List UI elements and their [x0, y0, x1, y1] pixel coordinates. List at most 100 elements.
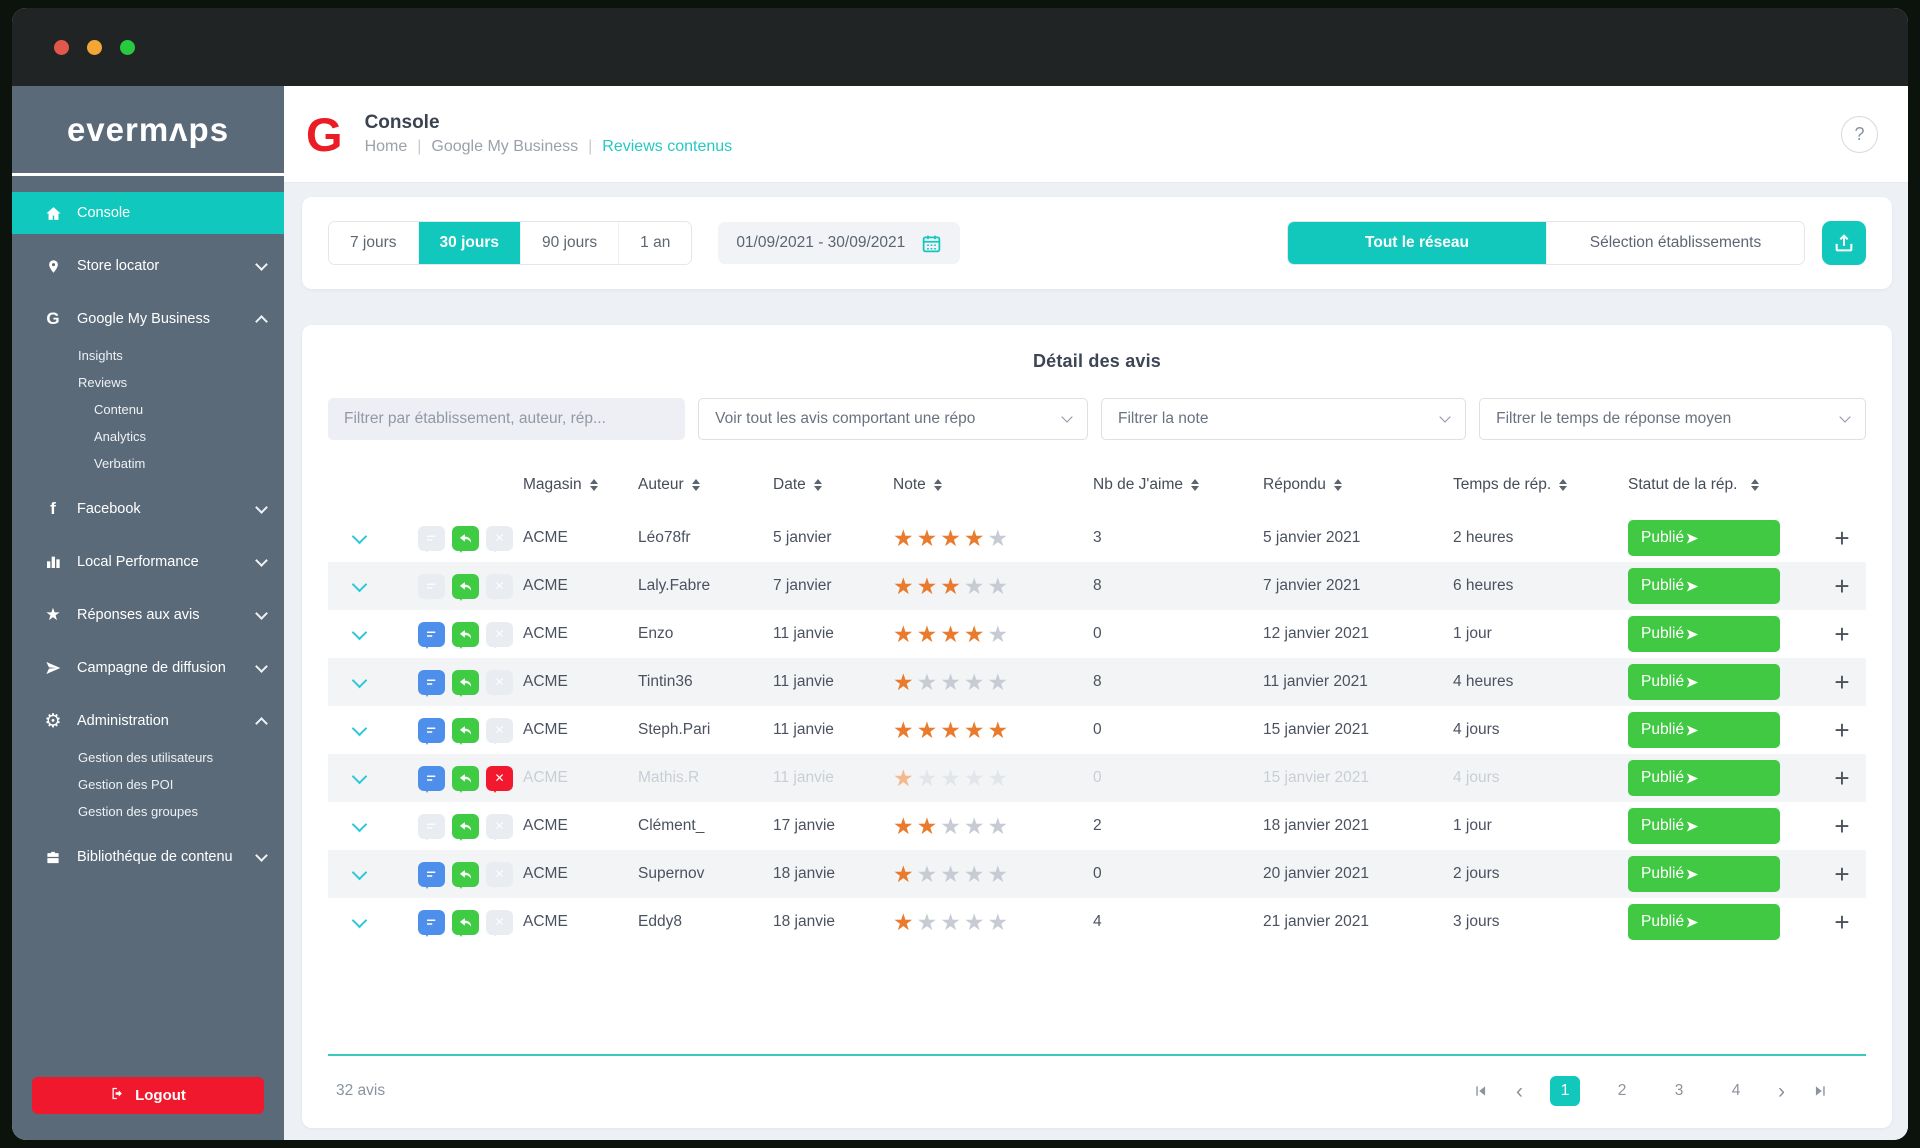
- window-maximize-button[interactable]: [120, 39, 135, 55]
- sidebar-item-campagne-de-diffusion[interactable]: Campagne de diffusion: [12, 647, 284, 689]
- sidebar-item-bibliotheque-de-contenu[interactable]: Bibliothéque de contenu: [12, 836, 284, 878]
- add-response-button[interactable]: +: [1834, 810, 1850, 841]
- reject-icon[interactable]: ✕: [486, 621, 513, 649]
- page-2-button[interactable]: 2: [1607, 1076, 1637, 1106]
- next-page-button[interactable]: ›: [1778, 1079, 1785, 1103]
- published-status-button[interactable]: Publié: [1628, 520, 1780, 556]
- reply-icon[interactable]: [452, 861, 479, 889]
- comment-icon[interactable]: [418, 813, 445, 841]
- published-status-button[interactable]: Publié: [1628, 616, 1780, 652]
- comment-icon[interactable]: [418, 621, 445, 649]
- expand-row-chevron-icon[interactable]: [351, 624, 368, 641]
- sidebar-item-analytics[interactable]: Analytics: [94, 429, 147, 444]
- column-header-magasin[interactable]: Magasin: [523, 476, 638, 494]
- add-response-button[interactable]: +: [1834, 618, 1850, 649]
- breadcrumb-reviews-contenus[interactable]: Reviews contenus: [602, 138, 733, 155]
- sidebar-item-contenu[interactable]: Contenu: [94, 402, 144, 417]
- search-input[interactable]: Filtrer par établissement, auteur, rép..…: [328, 398, 686, 440]
- sidebar-item-reponses-aux-avis[interactable]: ★ Réponses aux avis: [12, 594, 284, 636]
- add-response-button[interactable]: +: [1834, 762, 1850, 793]
- page-3-button[interactable]: 3: [1664, 1076, 1694, 1106]
- sidebar-item-google-my-business[interactable]: G Google My Business: [12, 298, 284, 340]
- reject-icon[interactable]: ✕: [486, 861, 513, 889]
- reply-icon[interactable]: [452, 669, 479, 697]
- breadcrumb-google-my-business[interactable]: Google My Business: [431, 138, 579, 155]
- selection-etablissements-button[interactable]: Sélection établissements: [1546, 222, 1804, 264]
- sidebar-item-gestion-des-poi[interactable]: Gestion des POI: [78, 777, 174, 792]
- reply-icon[interactable]: [452, 525, 479, 553]
- period-1-an-button[interactable]: 1 an: [618, 222, 692, 264]
- expand-row-chevron-icon[interactable]: [351, 576, 368, 593]
- sidebar-item-gestion-des-groupes[interactable]: Gestion des groupes: [78, 804, 198, 819]
- export-button[interactable]: [1822, 221, 1866, 265]
- reply-icon[interactable]: [452, 717, 479, 745]
- reply-icon[interactable]: [452, 909, 479, 937]
- period-7-jours-button[interactable]: 7 jours: [329, 222, 418, 264]
- help-button[interactable]: ?: [1841, 115, 1878, 153]
- add-response-button[interactable]: +: [1834, 858, 1850, 889]
- expand-row-chevron-icon[interactable]: [351, 912, 368, 929]
- page-1-button[interactable]: 1: [1550, 1076, 1580, 1106]
- comment-icon[interactable]: [418, 669, 445, 697]
- column-header-note[interactable]: Note: [893, 476, 1093, 494]
- sidebar-item-store-locator[interactable]: Store locator: [12, 245, 284, 287]
- column-header-statut[interactable]: Statut de la rép.: [1628, 476, 1818, 494]
- expand-row-chevron-icon[interactable]: [351, 864, 368, 881]
- comment-icon[interactable]: [418, 909, 445, 937]
- published-status-button[interactable]: Publié: [1628, 760, 1780, 796]
- window-minimize-button[interactable]: [87, 39, 102, 55]
- reject-icon[interactable]: ✕: [486, 573, 513, 601]
- reply-icon[interactable]: [452, 573, 479, 601]
- reject-icon[interactable]: ✕: [486, 717, 513, 745]
- reply-icon[interactable]: [452, 621, 479, 649]
- add-response-button[interactable]: +: [1834, 522, 1850, 553]
- published-status-button[interactable]: Publié: [1628, 568, 1780, 604]
- logout-button[interactable]: Logout: [32, 1077, 264, 1114]
- response-filter-dropdown[interactable]: Voir tout les avis comportant une répo: [698, 398, 1089, 440]
- comment-icon[interactable]: [418, 573, 445, 601]
- add-response-button[interactable]: +: [1834, 906, 1850, 937]
- page-4-button[interactable]: 4: [1721, 1076, 1751, 1106]
- sidebar-item-administration[interactable]: ⚙ Administration: [12, 700, 284, 742]
- reject-icon[interactable]: ✕: [486, 765, 513, 793]
- reply-icon[interactable]: [452, 813, 479, 841]
- add-response-button[interactable]: +: [1834, 666, 1850, 697]
- expand-row-chevron-icon[interactable]: [351, 672, 368, 689]
- sidebar-item-gestion-des-utilisateurs[interactable]: Gestion des utilisateurs: [78, 750, 214, 765]
- column-header-repondu[interactable]: Répondu: [1263, 476, 1453, 494]
- reject-icon[interactable]: ✕: [486, 669, 513, 697]
- period-30-jours-button[interactable]: 30 jours: [417, 222, 520, 264]
- tout-le-reseau-button[interactable]: Tout le réseau: [1288, 222, 1546, 264]
- expand-row-chevron-icon[interactable]: [351, 768, 368, 785]
- sidebar-item-insights[interactable]: Insights: [78, 348, 123, 363]
- column-header-auteur[interactable]: Auteur: [638, 476, 773, 494]
- expand-row-chevron-icon[interactable]: [351, 528, 368, 545]
- add-response-button[interactable]: +: [1834, 714, 1850, 745]
- published-status-button[interactable]: Publié: [1628, 904, 1780, 940]
- published-status-button[interactable]: Publié: [1628, 712, 1780, 748]
- sidebar-item-reviews[interactable]: Reviews: [78, 375, 128, 390]
- add-response-button[interactable]: +: [1834, 570, 1850, 601]
- window-close-button[interactable]: [54, 39, 69, 55]
- reply-icon[interactable]: [452, 765, 479, 793]
- first-page-button[interactable]: [1473, 1084, 1489, 1098]
- sidebar-item-verbatim[interactable]: Verbatim: [94, 456, 146, 471]
- reject-icon[interactable]: ✕: [486, 909, 513, 937]
- sidebar-item-console[interactable]: Console: [12, 192, 284, 234]
- column-header-temps-de-rep[interactable]: Temps de rép.: [1453, 476, 1628, 494]
- column-header-date[interactable]: Date: [773, 476, 893, 494]
- period-90-jours-button[interactable]: 90 jours: [519, 222, 619, 264]
- published-status-button[interactable]: Publié: [1628, 856, 1780, 892]
- comment-icon[interactable]: [418, 717, 445, 745]
- date-range-picker[interactable]: 01/09/2021 - 30/09/2021: [718, 222, 961, 264]
- published-status-button[interactable]: Publié: [1628, 808, 1780, 844]
- sidebar-item-local-performance[interactable]: Local Performance: [12, 541, 284, 583]
- column-header-nb-jaime[interactable]: Nb de J'aime: [1093, 476, 1263, 494]
- reject-icon[interactable]: ✕: [486, 813, 513, 841]
- comment-icon[interactable]: [418, 861, 445, 889]
- previous-page-button[interactable]: ‹: [1516, 1079, 1523, 1103]
- published-status-button[interactable]: Publié: [1628, 664, 1780, 700]
- comment-icon[interactable]: [418, 765, 445, 793]
- note-filter-dropdown[interactable]: Filtrer la note: [1101, 398, 1467, 440]
- reject-icon[interactable]: ✕: [486, 525, 513, 553]
